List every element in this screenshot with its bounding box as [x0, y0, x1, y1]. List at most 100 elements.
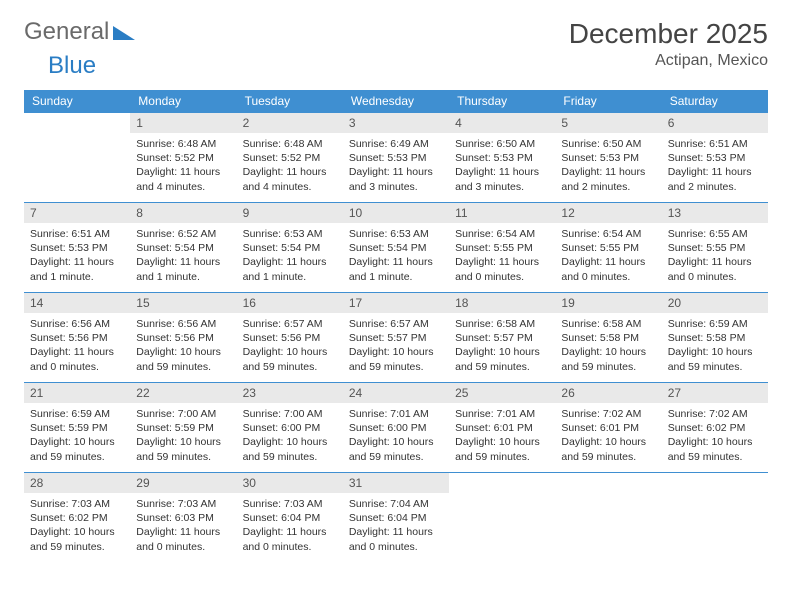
calendar-cell: 3Sunrise: 6:49 AM Sunset: 5:53 PM Daylig… — [343, 113, 449, 203]
day-number: 3 — [343, 113, 449, 133]
day-text: Sunrise: 7:00 AM Sunset: 5:59 PM Dayligh… — [130, 403, 236, 470]
day-number: 2 — [237, 113, 343, 133]
calendar-week: 1Sunrise: 6:48 AM Sunset: 5:52 PM Daylig… — [24, 113, 768, 203]
day-text: Sunrise: 6:51 AM Sunset: 5:53 PM Dayligh… — [662, 133, 768, 200]
calendar-cell: 26Sunrise: 7:02 AM Sunset: 6:01 PM Dayli… — [555, 383, 661, 473]
calendar-cell: 6Sunrise: 6:51 AM Sunset: 5:53 PM Daylig… — [662, 113, 768, 203]
day-text: Sunrise: 6:55 AM Sunset: 5:55 PM Dayligh… — [662, 223, 768, 290]
day-text: Sunrise: 6:48 AM Sunset: 5:52 PM Dayligh… — [237, 133, 343, 200]
calendar-cell: 10Sunrise: 6:53 AM Sunset: 5:54 PM Dayli… — [343, 203, 449, 293]
day-number: 24 — [343, 383, 449, 403]
day-number: 20 — [662, 293, 768, 313]
calendar-body: 1Sunrise: 6:48 AM Sunset: 5:52 PM Daylig… — [24, 113, 768, 563]
title-block: December 2025 Actipan, Mexico — [569, 18, 768, 70]
day-text: Sunrise: 6:59 AM Sunset: 5:59 PM Dayligh… — [24, 403, 130, 470]
calendar-cell: 9Sunrise: 6:53 AM Sunset: 5:54 PM Daylig… — [237, 203, 343, 293]
day-text: Sunrise: 6:57 AM Sunset: 5:56 PM Dayligh… — [237, 313, 343, 380]
calendar-cell: 23Sunrise: 7:00 AM Sunset: 6:00 PM Dayli… — [237, 383, 343, 473]
calendar-cell: 12Sunrise: 6:54 AM Sunset: 5:55 PM Dayli… — [555, 203, 661, 293]
day-number: 1 — [130, 113, 236, 133]
logo: General — [24, 18, 135, 46]
calendar-cell: 11Sunrise: 6:54 AM Sunset: 5:55 PM Dayli… — [449, 203, 555, 293]
day-text: Sunrise: 6:56 AM Sunset: 5:56 PM Dayligh… — [130, 313, 236, 380]
calendar-cell: 19Sunrise: 6:58 AM Sunset: 5:58 PM Dayli… — [555, 293, 661, 383]
calendar-cell: 25Sunrise: 7:01 AM Sunset: 6:01 PM Dayli… — [449, 383, 555, 473]
calendar-cell — [24, 113, 130, 203]
calendar-cell — [555, 473, 661, 563]
logo-text-blue: Blue — [48, 52, 96, 80]
day-number: 5 — [555, 113, 661, 133]
day-text: Sunrise: 7:03 AM Sunset: 6:03 PM Dayligh… — [130, 493, 236, 560]
day-text: Sunrise: 6:58 AM Sunset: 5:57 PM Dayligh… — [449, 313, 555, 380]
day-number: 12 — [555, 203, 661, 223]
day-number: 18 — [449, 293, 555, 313]
calendar-cell: 17Sunrise: 6:57 AM Sunset: 5:57 PM Dayli… — [343, 293, 449, 383]
day-text: Sunrise: 7:01 AM Sunset: 6:00 PM Dayligh… — [343, 403, 449, 470]
day-number: 29 — [130, 473, 236, 493]
logo-triangle-icon — [113, 26, 135, 40]
calendar-cell: 1Sunrise: 6:48 AM Sunset: 5:52 PM Daylig… — [130, 113, 236, 203]
dayheader-saturday: Saturday — [662, 90, 768, 113]
calendar-cell: 13Sunrise: 6:55 AM Sunset: 5:55 PM Dayli… — [662, 203, 768, 293]
calendar-cell: 30Sunrise: 7:03 AM Sunset: 6:04 PM Dayli… — [237, 473, 343, 563]
day-number: 26 — [555, 383, 661, 403]
day-text: Sunrise: 6:49 AM Sunset: 5:53 PM Dayligh… — [343, 133, 449, 200]
day-number: 30 — [237, 473, 343, 493]
dayheader-monday: Monday — [130, 90, 236, 113]
logo-text-general: General — [24, 18, 109, 46]
day-text: Sunrise: 7:00 AM Sunset: 6:00 PM Dayligh… — [237, 403, 343, 470]
calendar-cell: 28Sunrise: 7:03 AM Sunset: 6:02 PM Dayli… — [24, 473, 130, 563]
day-number: 4 — [449, 113, 555, 133]
calendar-week: 7Sunrise: 6:51 AM Sunset: 5:53 PM Daylig… — [24, 203, 768, 293]
calendar-week: 14Sunrise: 6:56 AM Sunset: 5:56 PM Dayli… — [24, 293, 768, 383]
day-text: Sunrise: 6:53 AM Sunset: 5:54 PM Dayligh… — [343, 223, 449, 290]
day-text: Sunrise: 6:57 AM Sunset: 5:57 PM Dayligh… — [343, 313, 449, 380]
day-text: Sunrise: 6:52 AM Sunset: 5:54 PM Dayligh… — [130, 223, 236, 290]
calendar-cell: 21Sunrise: 6:59 AM Sunset: 5:59 PM Dayli… — [24, 383, 130, 473]
day-number: 16 — [237, 293, 343, 313]
dayheader-sunday: Sunday — [24, 90, 130, 113]
day-number: 17 — [343, 293, 449, 313]
day-text: Sunrise: 6:50 AM Sunset: 5:53 PM Dayligh… — [449, 133, 555, 200]
calendar-cell: 27Sunrise: 7:02 AM Sunset: 6:02 PM Dayli… — [662, 383, 768, 473]
calendar-cell — [449, 473, 555, 563]
calendar-cell: 15Sunrise: 6:56 AM Sunset: 5:56 PM Dayli… — [130, 293, 236, 383]
day-text: Sunrise: 7:02 AM Sunset: 6:02 PM Dayligh… — [662, 403, 768, 470]
calendar-cell: 20Sunrise: 6:59 AM Sunset: 5:58 PM Dayli… — [662, 293, 768, 383]
calendar-cell: 16Sunrise: 6:57 AM Sunset: 5:56 PM Dayli… — [237, 293, 343, 383]
calendar-week: 21Sunrise: 6:59 AM Sunset: 5:59 PM Dayli… — [24, 383, 768, 473]
day-text: Sunrise: 6:53 AM Sunset: 5:54 PM Dayligh… — [237, 223, 343, 290]
day-number: 7 — [24, 203, 130, 223]
calendar-cell: 5Sunrise: 6:50 AM Sunset: 5:53 PM Daylig… — [555, 113, 661, 203]
day-text: Sunrise: 6:56 AM Sunset: 5:56 PM Dayligh… — [24, 313, 130, 380]
calendar-cell: 7Sunrise: 6:51 AM Sunset: 5:53 PM Daylig… — [24, 203, 130, 293]
month-title: December 2025 — [569, 18, 768, 50]
day-text: Sunrise: 6:51 AM Sunset: 5:53 PM Dayligh… — [24, 223, 130, 290]
calendar-cell: 29Sunrise: 7:03 AM Sunset: 6:03 PM Dayli… — [130, 473, 236, 563]
day-text: Sunrise: 7:02 AM Sunset: 6:01 PM Dayligh… — [555, 403, 661, 470]
day-number: 28 — [24, 473, 130, 493]
day-number: 6 — [662, 113, 768, 133]
location-label: Actipan, Mexico — [569, 52, 768, 70]
day-number: 19 — [555, 293, 661, 313]
day-text: Sunrise: 6:54 AM Sunset: 5:55 PM Dayligh… — [449, 223, 555, 290]
calendar-cell: 22Sunrise: 7:00 AM Sunset: 5:59 PM Dayli… — [130, 383, 236, 473]
day-number: 9 — [237, 203, 343, 223]
calendar-table: Sunday Monday Tuesday Wednesday Thursday… — [24, 90, 768, 563]
day-number: 10 — [343, 203, 449, 223]
calendar-week: 28Sunrise: 7:03 AM Sunset: 6:02 PM Dayli… — [24, 473, 768, 563]
day-text: Sunrise: 6:50 AM Sunset: 5:53 PM Dayligh… — [555, 133, 661, 200]
calendar-cell: 14Sunrise: 6:56 AM Sunset: 5:56 PM Dayli… — [24, 293, 130, 383]
day-text: Sunrise: 7:03 AM Sunset: 6:02 PM Dayligh… — [24, 493, 130, 560]
day-text: Sunrise: 6:54 AM Sunset: 5:55 PM Dayligh… — [555, 223, 661, 290]
day-number: 14 — [24, 293, 130, 313]
calendar-cell — [662, 473, 768, 563]
day-number: 25 — [449, 383, 555, 403]
dayheader-wednesday: Wednesday — [343, 90, 449, 113]
day-number: 15 — [130, 293, 236, 313]
day-text: Sunrise: 7:03 AM Sunset: 6:04 PM Dayligh… — [237, 493, 343, 560]
calendar-cell: 4Sunrise: 6:50 AM Sunset: 5:53 PM Daylig… — [449, 113, 555, 203]
day-text: Sunrise: 6:58 AM Sunset: 5:58 PM Dayligh… — [555, 313, 661, 380]
day-number: 27 — [662, 383, 768, 403]
day-text: Sunrise: 6:59 AM Sunset: 5:58 PM Dayligh… — [662, 313, 768, 380]
